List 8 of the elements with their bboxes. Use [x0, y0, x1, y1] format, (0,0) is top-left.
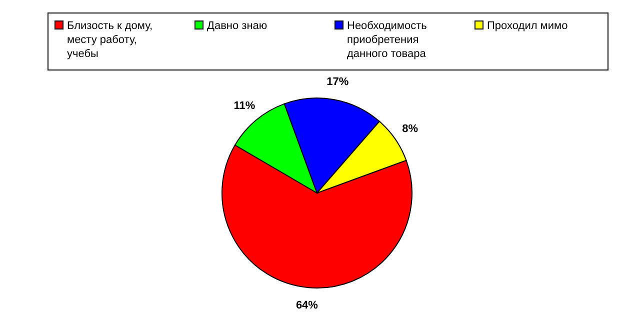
legend-label: Проходил мимо [487, 20, 568, 32]
legend-label: Необходимость приобретения данного товара [347, 20, 428, 60]
data-label: 17% [326, 76, 349, 88]
legend-label: Близость к дому, месту работу, учебы [67, 20, 153, 60]
data-label: 11% [234, 100, 256, 112]
data-label: 8% [402, 122, 418, 135]
data-label: 64% [296, 299, 318, 312]
legend-label: Давно знаю [207, 20, 268, 32]
